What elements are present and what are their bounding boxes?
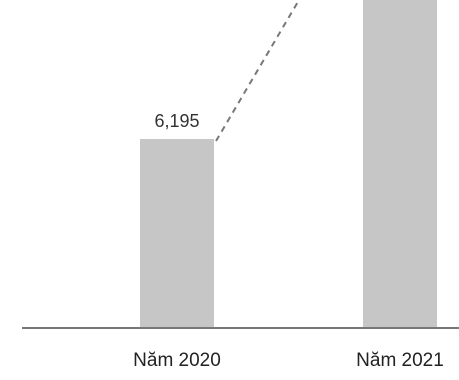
category-label-2: Năm 2021: [356, 350, 444, 371]
bar-2: [363, 0, 437, 329]
connector-line: [215, 0, 300, 142]
bar-1: [140, 139, 214, 328]
data-label-1: 6,195: [154, 111, 199, 131]
category-label-1: Năm 2020: [133, 350, 221, 371]
